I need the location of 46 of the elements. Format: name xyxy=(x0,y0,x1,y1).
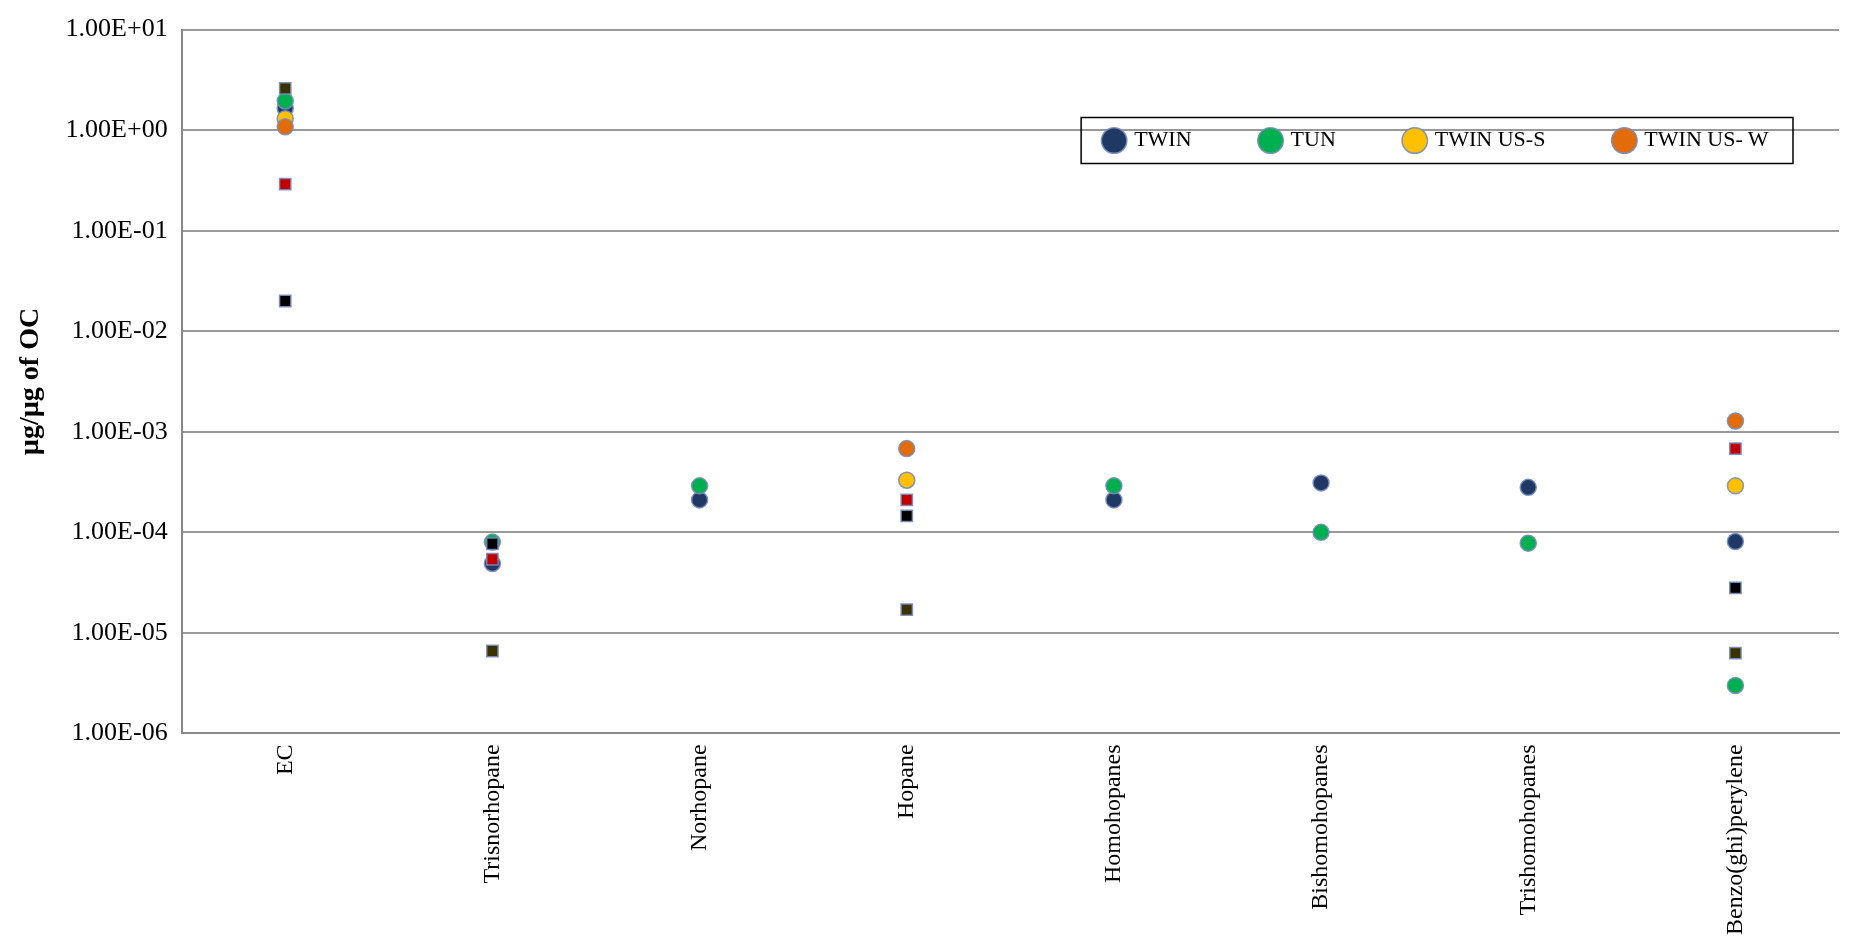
point xyxy=(278,82,292,95)
y-tick-label: 1.00E-04 xyxy=(71,516,168,546)
point xyxy=(1312,474,1330,492)
x-tick-label: Hopane xyxy=(892,744,919,820)
x-tick-label: Norhopane xyxy=(684,744,711,852)
y-tick-label: 1.00E+01 xyxy=(65,13,168,43)
x-tick-label: Homohopanes xyxy=(1099,744,1126,884)
point xyxy=(897,439,916,458)
point xyxy=(1105,491,1123,509)
x-tick-label: EC xyxy=(270,744,297,776)
point xyxy=(1726,532,1745,551)
y-tick-label: 1.00E-05 xyxy=(71,616,168,646)
x-tick-label: Trishomohopanes xyxy=(1513,744,1540,916)
point xyxy=(278,177,292,191)
point xyxy=(1726,676,1745,695)
point xyxy=(1726,477,1745,495)
x-tick-label: Bishomohopanes xyxy=(1306,744,1333,910)
y-tick-label: 1.00E-03 xyxy=(71,415,168,445)
point xyxy=(900,603,914,617)
y-tick-label: 1.00E-06 xyxy=(71,717,168,747)
legend-label: TWIN xyxy=(1134,126,1192,152)
point xyxy=(276,118,294,136)
point xyxy=(1729,442,1742,456)
point xyxy=(1312,523,1330,542)
point xyxy=(900,509,914,523)
point xyxy=(1729,646,1742,660)
point xyxy=(690,477,709,495)
legend-label: TWIN US-S xyxy=(1434,126,1546,152)
y-tick-label: 1.00E+00 xyxy=(65,113,168,143)
point xyxy=(1105,477,1123,495)
x-tick-label: Trisnorhopane xyxy=(477,744,504,884)
point xyxy=(900,493,914,507)
legend-label: TUN xyxy=(1290,126,1336,152)
point xyxy=(1729,581,1742,595)
y-tick-label: 1.00E-01 xyxy=(71,214,168,244)
y-tick-label: 1.00E-02 xyxy=(71,315,168,345)
x-tick-label: Benzo(ghi)perylene xyxy=(1720,744,1747,936)
point xyxy=(1519,534,1537,552)
point xyxy=(1519,478,1537,497)
point xyxy=(897,471,916,489)
y-axis-title: µg/µg of OC xyxy=(13,307,45,456)
point xyxy=(485,644,499,658)
legend-label: TWIN US- W xyxy=(1644,126,1769,152)
point xyxy=(1726,412,1745,430)
point xyxy=(278,294,292,308)
point xyxy=(690,491,709,509)
